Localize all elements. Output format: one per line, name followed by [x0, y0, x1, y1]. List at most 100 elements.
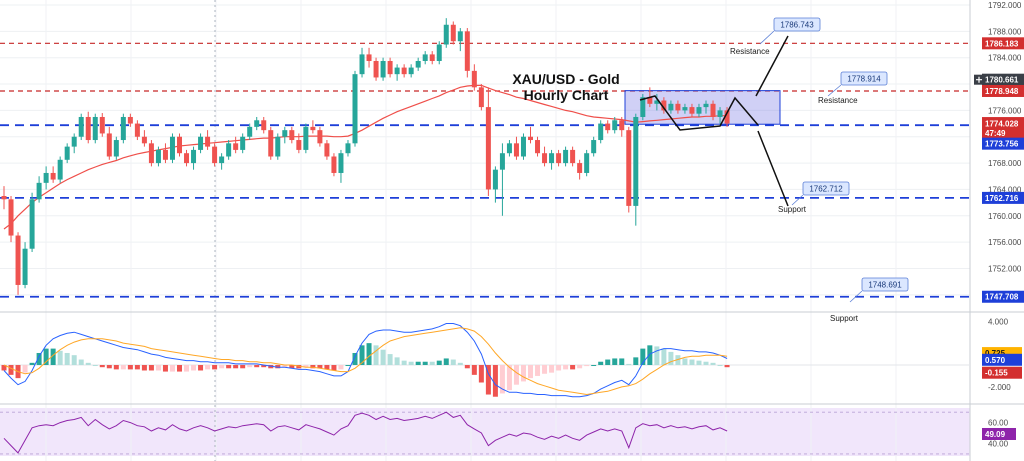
candle[interactable]	[373, 57, 379, 81]
candle[interactable]	[422, 51, 428, 65]
candle[interactable]	[506, 140, 512, 157]
candle[interactable]	[366, 47, 372, 68]
candle[interactable]	[22, 242, 28, 289]
candle[interactable]	[191, 146, 197, 170]
candle[interactable]	[289, 126, 295, 144]
candle[interactable]	[570, 146, 576, 167]
candle[interactable]	[106, 126, 112, 160]
candle[interactable]	[71, 133, 77, 154]
price-tag[interactable]: 1778.948	[982, 84, 1024, 97]
candle[interactable]	[177, 133, 182, 157]
candle[interactable]	[247, 123, 253, 141]
candle[interactable]	[528, 126, 533, 144]
price-callout[interactable]: 1778.914	[840, 71, 888, 86]
candle[interactable]	[563, 146, 569, 167]
candle[interactable]	[535, 136, 541, 157]
candle[interactable]	[324, 140, 330, 160]
candle[interactable]	[345, 140, 351, 157]
candle[interactable]	[233, 136, 239, 154]
candle[interactable]	[717, 107, 723, 124]
candle[interactable]	[485, 87, 491, 197]
candle[interactable]	[169, 133, 175, 164]
candle[interactable]	[254, 116, 260, 131]
candle[interactable]	[120, 113, 126, 144]
candle[interactable]	[148, 140, 154, 167]
candle[interactable]	[457, 28, 463, 52]
macd-tag[interactable]: 0.570	[982, 353, 1022, 366]
price-tag[interactable]: 1774.028	[982, 117, 1024, 130]
candle[interactable]	[401, 64, 407, 78]
candle[interactable]	[696, 103, 702, 117]
candle[interactable]	[219, 153, 225, 170]
candle[interactable]	[612, 116, 618, 134]
price-tag[interactable]: 47:49	[982, 127, 1024, 140]
candle[interactable]	[64, 143, 70, 164]
candle[interactable]	[549, 149, 555, 170]
candle[interactable]	[29, 192, 35, 253]
candle[interactable]	[162, 143, 168, 164]
candle[interactable]	[155, 146, 161, 167]
candle[interactable]	[436, 41, 442, 65]
candle[interactable]	[331, 153, 337, 177]
candle[interactable]	[57, 156, 63, 183]
candle[interactable]	[626, 126, 632, 213]
candle[interactable]	[303, 123, 309, 154]
candle[interactable]	[464, 28, 470, 78]
candle[interactable]	[296, 133, 302, 154]
candle[interactable]	[633, 113, 639, 226]
candle[interactable]	[605, 120, 611, 134]
candle[interactable]	[499, 143, 505, 216]
candle[interactable]	[380, 57, 386, 81]
candle[interactable]	[352, 70, 358, 147]
candle[interactable]	[661, 97, 667, 114]
candle[interactable]	[205, 130, 211, 150]
macd-tag[interactable]: -0.155	[982, 366, 1022, 379]
candle[interactable]	[710, 100, 716, 121]
candle[interactable]	[478, 84, 484, 111]
candle[interactable]	[542, 146, 548, 167]
candle[interactable]	[598, 120, 604, 144]
candle[interactable]	[268, 126, 274, 160]
candle[interactable]	[675, 100, 681, 114]
price-tag[interactable]: 1773.756	[982, 137, 1024, 150]
candle[interactable]	[226, 140, 232, 160]
candle[interactable]	[450, 21, 456, 45]
candle[interactable]	[471, 64, 477, 91]
candle[interactable]	[317, 126, 323, 147]
price-callout[interactable]: 1748.691	[861, 277, 909, 292]
candle[interactable]	[408, 64, 414, 78]
candle[interactable]	[198, 133, 204, 154]
candle[interactable]	[275, 133, 281, 160]
candle[interactable]	[689, 103, 695, 117]
candle[interactable]	[577, 159, 583, 180]
candle[interactable]	[591, 136, 597, 157]
candle[interactable]	[92, 113, 98, 144]
candle[interactable]	[338, 149, 344, 183]
price-tag[interactable]: 1747.708	[982, 290, 1024, 303]
candle[interactable]	[682, 103, 688, 114]
candle[interactable]	[520, 133, 526, 160]
candle[interactable]	[184, 149, 190, 167]
candle[interactable]	[1, 186, 7, 210]
candle[interactable]	[43, 166, 49, 190]
candle[interactable]	[127, 113, 133, 127]
candle[interactable]	[584, 149, 590, 177]
candle[interactable]	[36, 176, 42, 203]
candle[interactable]	[50, 166, 56, 183]
candle[interactable]	[387, 57, 393, 78]
price-tag[interactable]: 1762.716	[982, 191, 1024, 204]
candle[interactable]	[640, 93, 646, 121]
candle[interactable]	[443, 18, 449, 48]
candle[interactable]	[15, 232, 21, 295]
candle[interactable]	[415, 57, 421, 71]
candle[interactable]	[113, 136, 119, 160]
candle[interactable]	[99, 113, 105, 137]
candle[interactable]	[282, 126, 288, 144]
crosshair-plus-icon[interactable]	[974, 74, 984, 85]
candle[interactable]	[429, 51, 435, 65]
candle[interactable]	[78, 113, 84, 141]
candle[interactable]	[513, 136, 519, 160]
candle[interactable]	[85, 111, 91, 144]
price-tag[interactable]: 1786.183	[982, 37, 1024, 50]
